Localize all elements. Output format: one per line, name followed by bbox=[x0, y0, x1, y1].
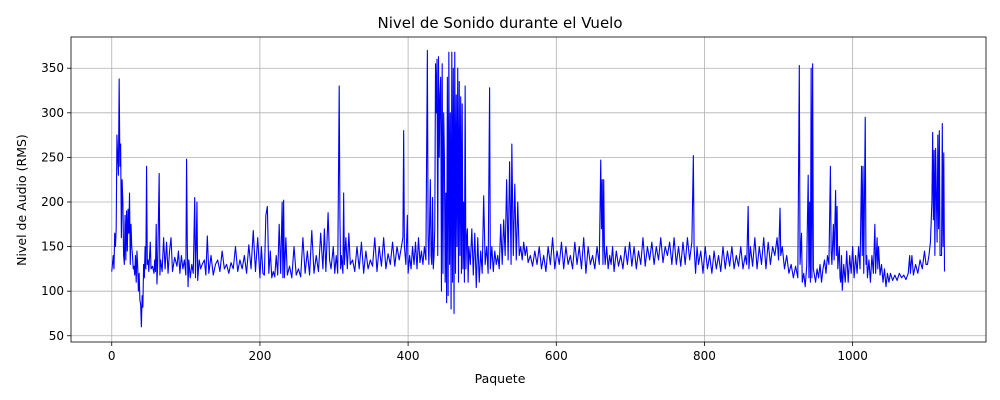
x-tick-label: 600 bbox=[545, 349, 568, 363]
plot-frame bbox=[70, 36, 987, 343]
y-tick-label: 350 bbox=[41, 61, 64, 75]
axis-ticks: 0 200 400 600 800 1000 50 100 150 200 250 300 350 bbox=[41, 61, 868, 363]
y-tick-label: 50 bbox=[49, 329, 64, 343]
x-tick-label: 400 bbox=[397, 349, 420, 363]
y-tick-label: 100 bbox=[41, 284, 64, 298]
y-tick-label: 250 bbox=[41, 150, 64, 164]
y-tick-label: 300 bbox=[41, 106, 64, 120]
y-tick-label: 150 bbox=[41, 240, 64, 254]
series-line-0 bbox=[111, 49, 946, 328]
x-tick-label: 1000 bbox=[837, 349, 868, 363]
grid-lines bbox=[71, 37, 986, 342]
x-axis-label: Paquete bbox=[475, 371, 526, 386]
chart-title: Nivel de Sonido durante el Vuelo bbox=[377, 14, 622, 32]
y-tick-label: 200 bbox=[41, 195, 64, 209]
x-tick-label: 800 bbox=[693, 349, 716, 363]
series-layer bbox=[111, 49, 946, 328]
y-axis-label: Nivel de Audio (RMS) bbox=[14, 134, 29, 266]
x-tick-label: 0 bbox=[108, 349, 116, 363]
x-tick-label: 200 bbox=[248, 349, 271, 363]
